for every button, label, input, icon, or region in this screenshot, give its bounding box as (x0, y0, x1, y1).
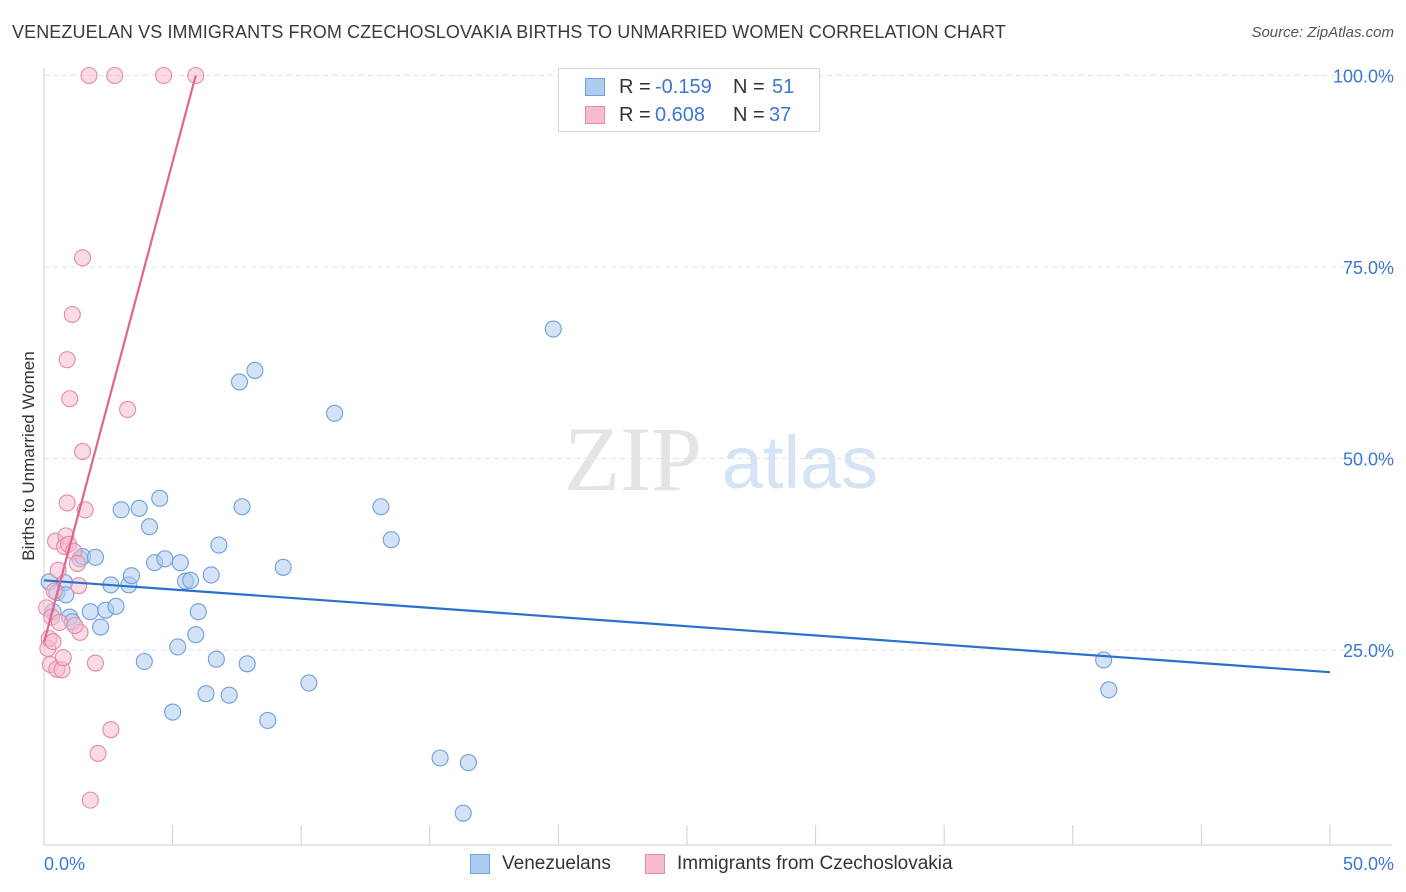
venezuelans-point (233, 498, 251, 516)
venezuelans-point (169, 638, 187, 656)
y-tick-label: 50.0% (1343, 450, 1394, 470)
czech-point (119, 400, 137, 419)
venezuelans-point (202, 566, 220, 584)
watermark-atlas: atlas (722, 421, 878, 504)
y-axis-title: Births to Unmarried Women (19, 351, 38, 560)
legend-row-czech: R = 0.608 N = 37 (559, 101, 819, 129)
venezuelans-point (164, 703, 182, 721)
venezuelans-point (182, 571, 200, 589)
legend-swatch-pink (585, 106, 605, 124)
venezuelans-point (210, 536, 228, 554)
legend-n-label: N = (733, 76, 765, 98)
czech-point (80, 66, 98, 85)
czech-point (155, 66, 173, 85)
y-axis-title-group: Births to Unmarried Women (19, 351, 38, 560)
venezuelans-point (86, 548, 104, 566)
stats-legend: R = -0.159 N = 51 R = 0.608 N = 37 (558, 68, 820, 132)
venezuelans-point (372, 498, 390, 516)
bottom-legend-label: Immigrants from Czechoslovakia (677, 853, 953, 874)
venezuelans-point (238, 655, 256, 673)
venezuelans-point (274, 558, 292, 576)
legend-row-venezuelans: R = -0.159 N = 51 (559, 73, 819, 101)
czech-point (66, 616, 84, 635)
venezuelans-point (1095, 651, 1113, 669)
venezuelans-point (207, 650, 225, 668)
venezuelans-point (122, 567, 140, 585)
gridlines (44, 75, 1392, 651)
venezuelans-point (326, 404, 344, 422)
venezuelans-points (40, 320, 1118, 822)
bottom-swatch-blue (470, 854, 490, 874)
venezuelans-point (246, 361, 264, 379)
venezuelans-point (112, 501, 130, 519)
venezuelans-point (107, 597, 125, 615)
venezuelans-point (220, 686, 238, 704)
y-tick-label: 75.0% (1343, 258, 1394, 278)
czech-point (81, 791, 99, 809)
x-tick-label: 50.0% (1343, 854, 1394, 874)
czech-point (106, 66, 124, 85)
czech-point (74, 443, 92, 461)
legend-n-value: 51 (772, 76, 795, 98)
venezuelans-point (431, 749, 449, 767)
czech-point (61, 390, 79, 408)
czech-point (54, 649, 72, 667)
venezuelans-point (382, 531, 400, 549)
czech-points (38, 66, 205, 809)
axes (43, 68, 1392, 846)
czech-point (63, 305, 81, 324)
czech-point (70, 577, 88, 595)
venezuelans-point (544, 320, 562, 338)
venezuelans-point (92, 618, 110, 636)
venezuelans-point (81, 603, 99, 621)
czech-point (86, 654, 104, 672)
venezuelans-point (230, 373, 249, 391)
source-credit: Source: ZipAtlas.com (1251, 24, 1394, 41)
legend-swatch-blue (585, 78, 605, 96)
venezuelans-point (171, 554, 189, 572)
legend-n-value: 37 (769, 104, 792, 126)
czech-point (44, 633, 62, 651)
watermark-zip: ZIP (564, 408, 702, 510)
tick-labels: 25.0% 50.0% 75.0% 100.0% 0.0% 50.0% (44, 67, 1394, 875)
venezuelans-point (156, 550, 174, 568)
y-tick-label: 25.0% (1343, 641, 1394, 661)
venezuelans-point (140, 518, 159, 536)
chart-title: VENEZUELAN VS IMMIGRANTS FROM CZECHOSLOV… (12, 22, 1006, 42)
czech-point (102, 721, 120, 739)
bottom-legend-label: Venezuelans (502, 853, 611, 874)
trend-lines (42, 75, 1331, 674)
legend-r-label: R = (619, 104, 651, 126)
czech-trend-line (42, 75, 197, 643)
venezuelans-point (1100, 681, 1118, 699)
venezuelans-point (459, 754, 477, 772)
venezuelans-point (135, 652, 153, 671)
x-tick-label: 0.0% (44, 854, 85, 874)
czech-point (74, 249, 92, 267)
venezuelans-trend-line (43, 579, 1331, 674)
venezuelans-point (151, 489, 169, 507)
venezuelans-point (197, 685, 215, 703)
legend-r-label: R = (619, 76, 651, 98)
czech-point (50, 613, 68, 631)
czech-point (89, 744, 107, 762)
watermark: ZIP atlas (564, 408, 878, 510)
venezuelans-point (187, 626, 205, 644)
venezuelans-point (300, 674, 318, 692)
y-tick-label: 100.0% (1333, 67, 1394, 87)
venezuelans-point (130, 499, 148, 517)
venezuelans-point (454, 804, 472, 822)
legend-r-value: -0.159 (655, 76, 712, 98)
venezuelans-point (259, 711, 277, 730)
czech-point (68, 554, 86, 572)
legend-r-value: 0.608 (655, 104, 706, 126)
czech-point (58, 494, 76, 512)
legend-n-label: N = (733, 104, 765, 126)
venezuelans-point (189, 603, 207, 621)
bottom-swatch-pink (645, 854, 665, 874)
czech-point (58, 351, 76, 369)
